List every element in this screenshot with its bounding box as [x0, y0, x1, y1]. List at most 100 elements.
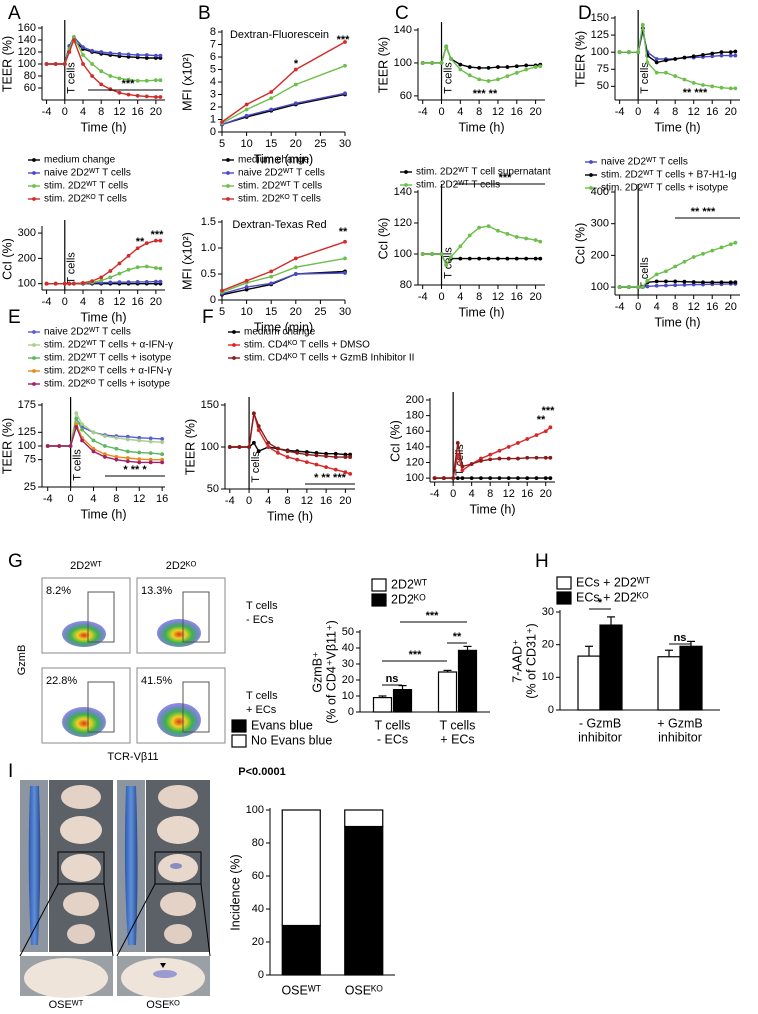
data-point — [496, 65, 500, 69]
data-point — [153, 78, 158, 83]
data-point — [516, 476, 520, 480]
data-point — [160, 460, 165, 465]
annotation: *** — [151, 229, 165, 241]
data-point — [343, 256, 347, 261]
series-line — [221, 41, 346, 123]
series-line — [47, 416, 163, 447]
data-point — [538, 64, 543, 69]
data-point — [244, 113, 249, 118]
x-tick-label: 12 — [503, 488, 515, 500]
x-tick-label: - ECs — [377, 732, 408, 746]
y-tick-label: 120 — [406, 456, 424, 468]
legend-label: naive 2D2ᵂᵀ T cells — [44, 168, 131, 179]
annotation: *** — [409, 649, 423, 661]
data-point — [135, 78, 140, 83]
data-point — [158, 266, 163, 271]
x-axis-title: Time (min) — [254, 152, 313, 166]
y-axis-title: TEER (%) — [376, 37, 390, 93]
y-tick-label: 100 — [201, 441, 219, 453]
legend-marker — [226, 197, 230, 201]
data-point — [108, 269, 113, 273]
data-point — [68, 444, 73, 448]
legend-label: stim. 2D2ᴷᴼ T cells — [44, 194, 127, 205]
data-point — [488, 457, 493, 462]
data-point — [460, 468, 465, 473]
y-tick-label: 140 — [394, 24, 412, 36]
data-point — [237, 445, 242, 449]
data-point — [293, 101, 298, 106]
data-point — [455, 476, 460, 480]
data-point — [505, 65, 510, 69]
x-tick-label: 20 — [725, 106, 737, 118]
y-axis-title: CcI (%) — [376, 218, 390, 260]
data-point — [144, 53, 149, 57]
data-point — [626, 285, 631, 289]
data-point — [525, 476, 530, 480]
y-tick-label: 160 — [18, 22, 36, 34]
legend-swatch — [231, 719, 247, 733]
data-point — [266, 440, 271, 445]
y-tick-label: 1.5 — [201, 216, 216, 228]
data-point — [343, 40, 347, 44]
panel-label: G — [8, 551, 23, 572]
data-point — [269, 281, 274, 286]
x-tick-label: 4 — [80, 106, 86, 118]
x-tick-label: 16 — [706, 301, 718, 313]
x-tick-label: 20 — [725, 301, 737, 313]
series-line — [229, 441, 351, 456]
x-tick-label: 0 — [635, 106, 641, 118]
annotation: *** — [122, 78, 136, 90]
x-axis-title: Time (min) — [254, 320, 313, 334]
y-tick-label: 100 — [18, 278, 36, 290]
x-tick-label: 10 — [240, 138, 252, 150]
data-point — [304, 452, 309, 457]
data-point — [514, 70, 519, 75]
x-tick-label: 12 — [133, 493, 145, 505]
data-point — [158, 53, 163, 58]
x-axis-title: Time (h) — [654, 315, 700, 329]
data-point — [654, 279, 659, 284]
data-point — [733, 240, 738, 245]
x-tick-label: + ECs — [440, 732, 474, 746]
y-tick-label: 40 — [342, 642, 354, 654]
data-point — [673, 57, 678, 61]
zoom-line — [19, 883, 59, 957]
series-line — [221, 257, 346, 293]
x-tick-label: 12 — [113, 296, 125, 308]
x-tick-label: 8 — [285, 495, 291, 507]
data-point — [144, 280, 149, 284]
x-tick-label: 0 — [68, 493, 74, 505]
data-point — [460, 464, 465, 469]
x-tick-label: 20 — [150, 106, 162, 118]
data-point — [269, 269, 274, 274]
x-tick-label: 16 — [320, 495, 332, 507]
data-point — [664, 70, 668, 75]
x-tick-label: 30 — [339, 306, 351, 318]
x-tick-label: 8 — [476, 291, 482, 303]
data-point — [505, 74, 510, 79]
data-point — [710, 248, 715, 253]
y-tick-label: 7 — [210, 38, 216, 50]
flow-plots: 2D2ᵂᵀ 2D2ᴷᴼ 8.2% 13.3% 22.8% 41.5% T cel… — [16, 560, 278, 763]
data-point — [733, 49, 738, 54]
data-point — [691, 255, 696, 259]
data-point — [645, 284, 650, 289]
data-point — [108, 74, 113, 78]
data-point — [430, 61, 435, 65]
y-tick-label: 100 — [394, 248, 412, 260]
x-tick-label: 4 — [457, 106, 463, 118]
y-tick-label: 160 — [406, 425, 424, 437]
bar — [372, 696, 393, 713]
flow-percent: 13.3% — [141, 585, 172, 597]
flow-percent: 22.8% — [46, 675, 77, 687]
data-point — [333, 451, 338, 456]
data-point — [640, 285, 645, 289]
data-point — [135, 53, 140, 57]
data-point — [533, 238, 538, 242]
y-tick-label: 30 — [342, 658, 354, 670]
panel-label: A — [8, 3, 21, 24]
data-point — [103, 455, 107, 459]
bar-segment — [281, 809, 321, 927]
x-tick-label: 4 — [265, 495, 271, 507]
data-point — [701, 251, 705, 256]
